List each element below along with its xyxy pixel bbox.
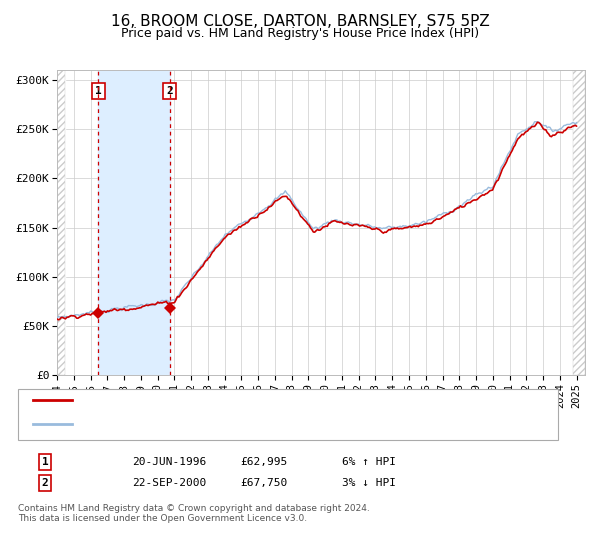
Text: Contains HM Land Registry data © Crown copyright and database right 2024.
This d: Contains HM Land Registry data © Crown c… (18, 504, 370, 524)
Text: 20-JUN-1996: 20-JUN-1996 (132, 457, 206, 467)
Bar (98, 70, 170, 375)
Text: 16, BROOM CLOSE, DARTON, BARNSLEY, S75 5PZ: 16, BROOM CLOSE, DARTON, BARNSLEY, S75 5… (110, 14, 490, 29)
Text: HPI: Average price, detached house, Barnsley: HPI: Average price, detached house, Barn… (78, 419, 353, 430)
Text: 22-SEP-2000: 22-SEP-2000 (132, 478, 206, 488)
Text: 2: 2 (41, 478, 49, 488)
Text: 6% ↑ HPI: 6% ↑ HPI (342, 457, 396, 467)
Text: £67,750: £67,750 (240, 478, 287, 488)
Text: 1: 1 (95, 86, 102, 96)
Text: 2: 2 (166, 86, 173, 96)
Text: 16, BROOM CLOSE, DARTON, BARNSLEY, S75 5PZ (detached house): 16, BROOM CLOSE, DARTON, BARNSLEY, S75 5… (78, 395, 447, 405)
Text: £62,995: £62,995 (240, 457, 287, 467)
Text: Price paid vs. HM Land Registry's House Price Index (HPI): Price paid vs. HM Land Registry's House … (121, 27, 479, 40)
Text: 3% ↓ HPI: 3% ↓ HPI (342, 478, 396, 488)
Text: 1: 1 (41, 457, 49, 467)
